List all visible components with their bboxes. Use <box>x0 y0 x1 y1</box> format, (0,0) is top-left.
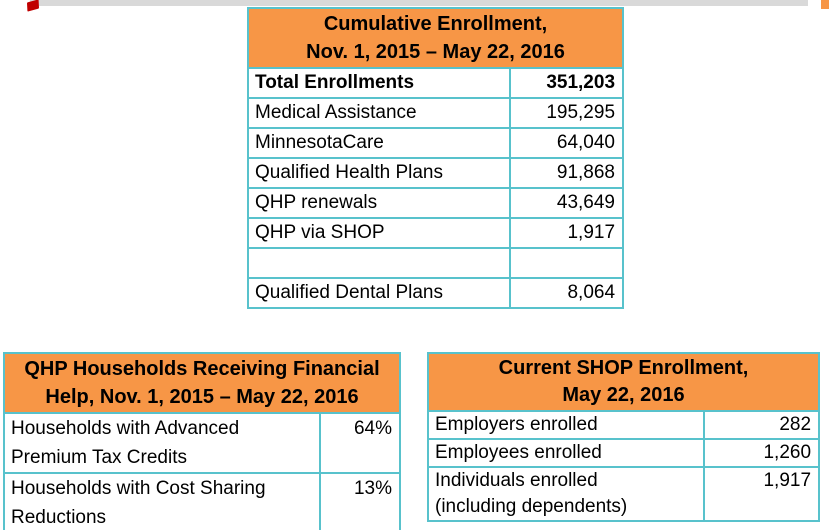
title-line-2: Nov. 1, 2015 – May 22, 2016 <box>306 41 565 63</box>
table-row: Individuals enrolled (including dependen… <box>427 466 821 522</box>
cumulative-enrollment-table: Cumulative Enrollment, Nov. 1, 2015 – Ma… <box>246 7 625 309</box>
table-row: Households with Cost Sharing Reductions … <box>3 472 401 530</box>
row-value: 13% <box>319 472 401 530</box>
row-value: 1,917 <box>702 466 821 522</box>
row-label: Total Enrollments <box>247 67 511 99</box>
table-row: QHP renewals 43,649 <box>247 187 625 219</box>
row-label: QHP renewals <box>247 187 511 219</box>
row-value: 1,917 <box>508 217 625 249</box>
label-line-2: Premium Tax Credits <box>11 447 187 468</box>
row-value: 1,260 <box>702 438 821 468</box>
row-value: 351,203 <box>508 67 625 99</box>
label-line-1: Employers enrolled <box>435 414 598 435</box>
table-row: Employees enrolled 1,260 <box>427 438 821 468</box>
row-value: 43,649 <box>508 187 625 219</box>
row-label: Households with Cost Sharing Reductions <box>3 472 321 530</box>
table-row: Households with Advanced Premium Tax Cre… <box>3 412 401 474</box>
row-label: Employers enrolled <box>427 410 705 440</box>
row-label: Medical Assistance <box>247 97 511 129</box>
table-title-text: Cumulative Enrollment, Nov. 1, 2015 – Ma… <box>246 7 625 69</box>
table-title: Current SHOP Enrollment, May 22, 2016 <box>426 352 821 412</box>
label-line-2: (including dependents) <box>435 496 628 517</box>
row-value: 282 <box>702 410 821 440</box>
row-label: QHP via SHOP <box>247 217 511 249</box>
table-row: Employers enrolled 282 <box>427 410 821 440</box>
table-title: Cumulative Enrollment, Nov. 1, 2015 – Ma… <box>246 7 625 69</box>
row-value: 64% <box>319 412 401 474</box>
label-line-1: Households with Cost Sharing <box>11 478 266 499</box>
table-row: MinnesotaCare 64,040 <box>247 127 625 159</box>
row-value: 64,040 <box>508 127 625 159</box>
table-row: QHP via SHOP 1,917 <box>247 217 625 249</box>
table-row: Total Enrollments 351,203 <box>247 67 625 99</box>
orange-corner-mark <box>821 0 829 9</box>
row-label: MinnesotaCare <box>247 127 511 159</box>
title-line-2: Help, Nov. 1, 2015 – May 22, 2016 <box>45 386 359 408</box>
table-title-text: QHP Households Receiving Financial Help,… <box>3 352 401 414</box>
table-title-text: Current SHOP Enrollment, May 22, 2016 <box>426 352 821 412</box>
row-label <box>247 247 511 279</box>
top-divider-bar <box>30 0 808 6</box>
row-label: Qualified Dental Plans <box>247 277 511 309</box>
row-label: Qualified Health Plans <box>247 157 511 189</box>
title-line-1: QHP Households Receiving Financial <box>24 358 380 380</box>
shop-enrollment-table: Current SHOP Enrollment, May 22, 2016 Em… <box>426 352 821 522</box>
table-row: Qualified Dental Plans 8,064 <box>247 277 625 309</box>
row-label: Employees enrolled <box>427 438 705 468</box>
label-line-1: Households with Advanced <box>11 418 240 439</box>
title-line-1: Current SHOP Enrollment, <box>498 357 749 379</box>
label-line-2: Reductions <box>11 507 107 528</box>
label-line-1: Employees enrolled <box>435 442 602 463</box>
table-row-empty <box>247 247 625 279</box>
row-value <box>508 247 625 279</box>
title-line-1: Cumulative Enrollment, <box>323 13 548 35</box>
row-label: Households with Advanced Premium Tax Cre… <box>3 412 321 474</box>
red-mark <box>26 0 40 12</box>
financial-help-table: QHP Households Receiving Financial Help,… <box>3 352 401 530</box>
label-line-1: Individuals enrolled <box>435 470 598 491</box>
row-value: 195,295 <box>508 97 625 129</box>
row-label: Individuals enrolled (including dependen… <box>427 466 705 522</box>
table-row: Qualified Health Plans 91,868 <box>247 157 625 189</box>
title-line-2: May 22, 2016 <box>562 384 685 406</box>
table-title: QHP Households Receiving Financial Help,… <box>3 352 401 414</box>
row-value: 91,868 <box>508 157 625 189</box>
row-value: 8,064 <box>508 277 625 309</box>
table-row: Medical Assistance 195,295 <box>247 97 625 129</box>
